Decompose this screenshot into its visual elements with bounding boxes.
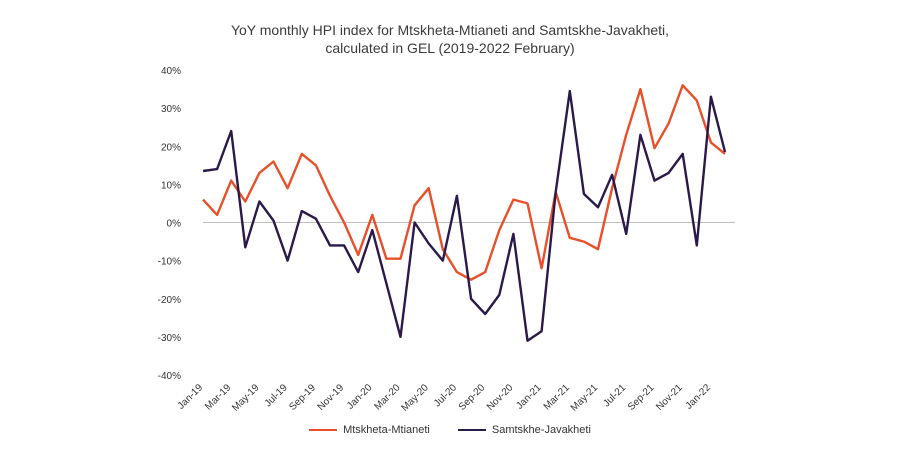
- x-tick-label: Jan-19: [176, 382, 206, 412]
- x-tick-label: Jul-19: [263, 382, 290, 409]
- legend-item-mtskheta: Mtskheta-Mtianeti: [309, 424, 430, 436]
- x-tick-label: Sep-20: [457, 382, 488, 413]
- x-tick-label: Sep-19: [287, 382, 318, 413]
- y-tick-label: -40%: [158, 371, 181, 382]
- legend-swatch-mtskheta: [309, 429, 338, 431]
- x-tick-label: May-20: [399, 382, 431, 414]
- x-tick-label: Jul-20: [432, 382, 459, 409]
- x-tick-label: Jul-21: [601, 382, 628, 409]
- y-tick-label: 10%: [161, 180, 181, 191]
- legend-label-mtskheta: Mtskheta-Mtianeti: [343, 424, 430, 436]
- x-tick-label: Nov-19: [316, 382, 347, 413]
- chart-title-line-2: calculated in GEL (2019-2022 February): [325, 40, 575, 56]
- series-line-mtskheta: [202, 84, 726, 281]
- y-tick-label: -20%: [158, 295, 181, 306]
- y-tick-label: 20%: [161, 142, 181, 153]
- legend-swatch-samtskhe: [457, 429, 486, 431]
- legend-item-samtskhe: Samtskhe-Javakheti: [457, 424, 591, 436]
- x-tick-label: Mar-19: [203, 382, 233, 412]
- x-tick-label: Nov-20: [485, 382, 516, 413]
- y-tick-label: 30%: [161, 104, 181, 115]
- y-tick-label: -30%: [158, 333, 181, 344]
- x-tick-label: Mar-21: [542, 382, 572, 412]
- x-tick-label: Nov-21: [654, 382, 685, 413]
- series-line-samtskhe: [202, 89, 727, 342]
- x-tick-label: May-19: [230, 382, 262, 414]
- x-tick-label: Jan-20: [345, 382, 375, 412]
- chart-legend: Mtskheta-Mtianeti Samtskhe-Javakheti: [0, 424, 900, 436]
- x-tick-label: Sep-21: [626, 382, 657, 413]
- x-tick-label: May-21: [569, 382, 601, 414]
- x-tick-label: Mar-20: [372, 382, 402, 412]
- chart-title-line-1: YoY monthly HPI index for Mtskheta-Mtian…: [230, 22, 670, 38]
- x-tick-label: Jan-21: [514, 382, 544, 412]
- legend-label-samtskhe: Samtskhe-Javakheti: [491, 424, 591, 436]
- y-tick-label: 0%: [167, 219, 182, 230]
- y-tick-label: 40%: [161, 66, 181, 77]
- y-tick-label: -10%: [158, 257, 181, 268]
- x-tick-label: Jan-22: [684, 382, 714, 412]
